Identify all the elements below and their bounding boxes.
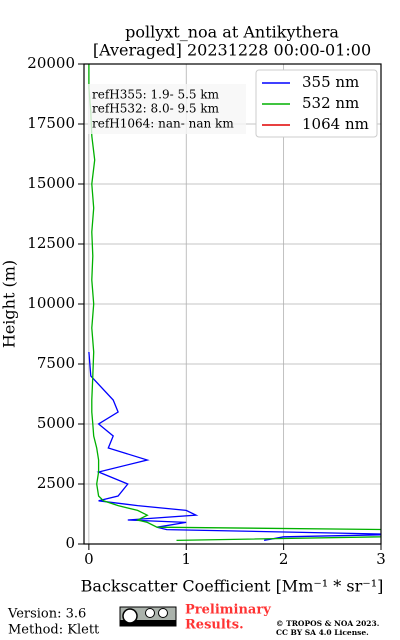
x-axis-label: Backscatter Coefficient [Mm⁻¹ * sr⁻¹] bbox=[81, 577, 384, 596]
profile-line bbox=[88, 351, 381, 542]
annotation: refH1064: nan- nan km bbox=[92, 117, 234, 131]
chart-title: [Averaged] 20231228 00:00-01:00 bbox=[93, 41, 371, 60]
method: Method: Klett bbox=[8, 623, 100, 638]
annotation: refH532: 8.0- 9.5 km bbox=[92, 102, 220, 116]
annotation: refH355: 1.9- 5.5 km bbox=[92, 88, 220, 102]
y-tick-label: 0 bbox=[65, 534, 75, 552]
y-tick-label: 10000 bbox=[27, 294, 75, 312]
version: Version: 3.6 bbox=[7, 607, 86, 622]
profile-line bbox=[88, 64, 381, 542]
preliminary: Preliminary bbox=[185, 603, 271, 618]
legend-box bbox=[255, 69, 378, 138]
legend-label: 532 nm bbox=[302, 94, 359, 112]
y-tick-label: 5000 bbox=[37, 414, 75, 432]
x-tick-label: 2 bbox=[279, 550, 289, 568]
copyright: © TROPOS & NOA 2023. bbox=[276, 619, 379, 628]
cc-logo bbox=[119, 606, 177, 627]
y-tick-label: 7500 bbox=[37, 354, 75, 372]
x-tick-label: 3 bbox=[376, 550, 386, 568]
annotation-box bbox=[88, 84, 246, 134]
y-tick-label: 12500 bbox=[27, 234, 75, 252]
y-tick-label: 15000 bbox=[27, 174, 75, 192]
legend: 355 nm 532 nm 1064 nm bbox=[255, 69, 378, 138]
y-tick-label: 2500 bbox=[37, 474, 75, 492]
legend-label: 1064 nm bbox=[302, 115, 369, 133]
y-tick-label: 17500 bbox=[27, 114, 75, 132]
copyright: CC BY SA 4.0 License. bbox=[276, 628, 369, 637]
lines bbox=[88, 64, 381, 542]
legend-label: 355 nm bbox=[302, 73, 359, 91]
y-tick-label: 20000 bbox=[27, 54, 75, 72]
x-tick-label: 1 bbox=[181, 550, 191, 568]
chart-title: pollyxt_noa at Antikythera bbox=[125, 23, 339, 42]
preliminary: Results. bbox=[185, 618, 244, 633]
x-tick-label: 0 bbox=[84, 550, 94, 568]
y-axis-label: Height (m) bbox=[0, 260, 19, 348]
